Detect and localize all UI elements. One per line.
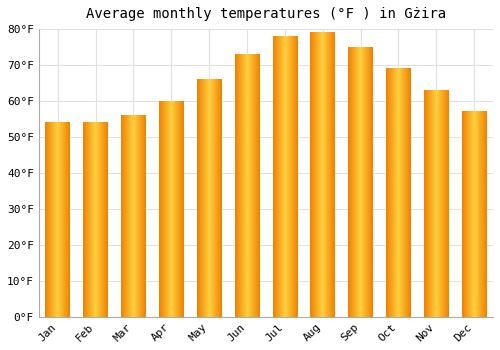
Title: Average monthly temperatures (°F ) in Gżira: Average monthly temperatures (°F ) in Gż…	[86, 7, 446, 21]
